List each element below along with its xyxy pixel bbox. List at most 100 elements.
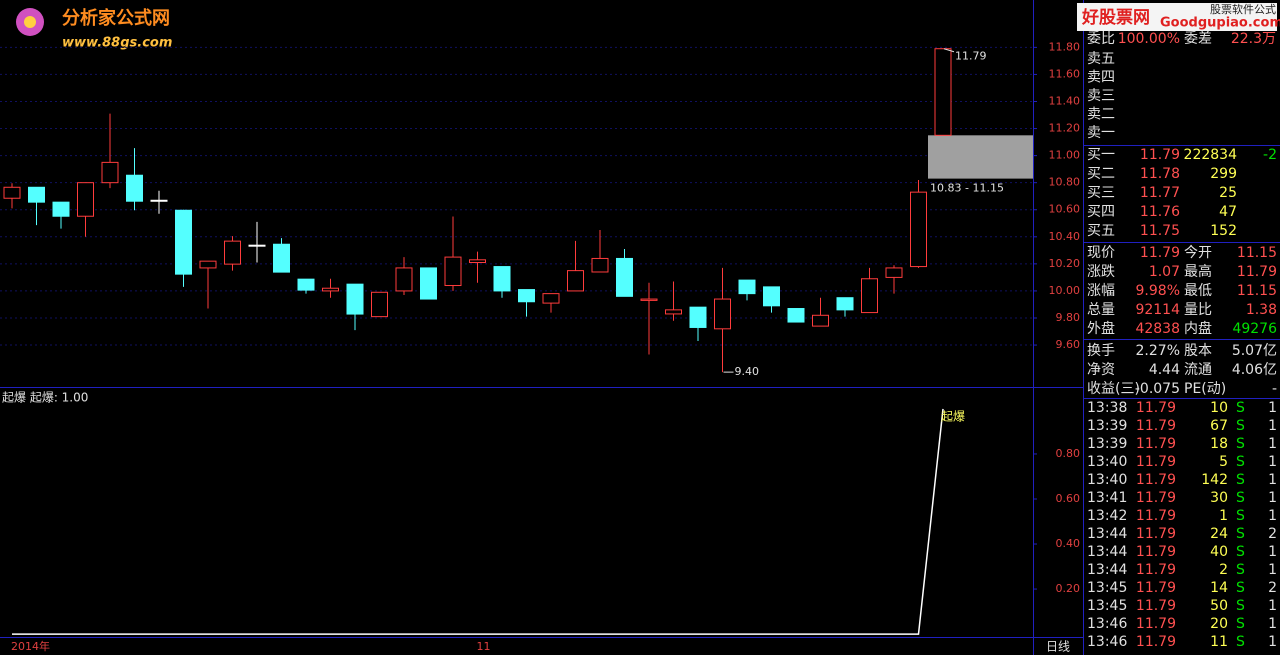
quote-label: 量比 <box>1184 302 1212 318</box>
trade-count: 1 <box>1268 544 1277 560</box>
trade-volume: 18 <box>1210 436 1228 452</box>
bid-price: 11.77 <box>1140 185 1180 201</box>
quote-value: 2.27% <box>1136 343 1180 359</box>
quote-value: 1.07 <box>1149 264 1180 280</box>
candle-body <box>469 259 486 264</box>
quote-value: 9.98% <box>1136 283 1180 299</box>
candle-body <box>150 199 168 202</box>
y-tick-label: 10.80 <box>1049 176 1081 189</box>
trade-volume: 20 <box>1210 616 1228 632</box>
candle-body <box>3 186 21 199</box>
extreme-label: 9.40 <box>735 365 760 378</box>
quote-label: 今开 <box>1184 245 1212 261</box>
ask-label: 卖四 <box>1087 70 1115 86</box>
trade-volume: 1 <box>1219 508 1228 524</box>
indicator-line <box>12 408 944 635</box>
candle-body <box>395 267 413 292</box>
ask-label: 卖一 <box>1087 125 1115 141</box>
trade-side: S <box>1236 544 1245 560</box>
quote-label: 涨跌 <box>1087 264 1115 280</box>
trade-price: 11.79 <box>1136 418 1176 434</box>
trade-volume: 24 <box>1210 526 1228 542</box>
quote-label: PE(动) <box>1184 381 1226 397</box>
ask-label: 卖五 <box>1087 51 1115 67</box>
trade-volume: 30 <box>1210 490 1228 506</box>
trade-side: S <box>1236 472 1245 488</box>
bid-volume: 25 <box>1219 185 1237 201</box>
y-tick-label: 0.60 <box>1056 492 1081 505</box>
trade-price: 11.79 <box>1136 436 1176 452</box>
x-tick-label: 11 <box>477 640 491 653</box>
watermark-tag: 股票软件公式 <box>1210 2 1276 16</box>
quote-value: 11.15 <box>1237 283 1277 299</box>
bid-volume: 47 <box>1219 204 1237 220</box>
trade-side: S <box>1236 454 1245 470</box>
trade-volume: 5 <box>1219 454 1228 470</box>
trade-volume: 40 <box>1210 544 1228 560</box>
candle-body <box>787 308 805 323</box>
trade-price: 11.79 <box>1136 634 1176 650</box>
trade-time: 13:45 <box>1087 598 1127 614</box>
trade-count: 1 <box>1268 634 1277 650</box>
trade-price: 11.79 <box>1136 544 1176 560</box>
range-label: 10.83 - 11.15 <box>930 182 1004 195</box>
candle-body <box>346 283 364 315</box>
trade-time: 13:40 <box>1087 454 1127 470</box>
trade-volume: 11 <box>1210 634 1228 650</box>
quote-label: 股本 <box>1184 343 1212 359</box>
trade-price: 11.79 <box>1136 472 1176 488</box>
quote-label: 涨幅 <box>1087 283 1115 299</box>
quote-value: 5.07亿 <box>1232 343 1277 359</box>
bid-price: 11.78 <box>1140 166 1180 182</box>
trade-count: 1 <box>1268 436 1277 452</box>
quote-label: 净资 <box>1087 362 1115 378</box>
quote-value: 92114 <box>1135 302 1180 318</box>
trade-count: 1 <box>1268 598 1277 614</box>
trade-price: 11.79 <box>1136 562 1176 578</box>
quote-label: 最低 <box>1184 283 1212 299</box>
candle-body <box>665 309 682 315</box>
trade-price: 11.79 <box>1136 490 1176 506</box>
candle-body <box>616 257 633 297</box>
trade-volume: 50 <box>1210 598 1228 614</box>
trade-side: S <box>1236 634 1245 650</box>
quote-label: 总量 <box>1087 302 1115 318</box>
y-tick-label: 10.40 <box>1049 230 1081 243</box>
trade-time: 13:42 <box>1087 508 1127 524</box>
y-tick-label: 11.60 <box>1049 67 1081 80</box>
candle-body <box>885 267 903 278</box>
quote-value: 11.15 <box>1237 245 1277 261</box>
trade-side: S <box>1236 490 1245 506</box>
y-tick-label: 11.40 <box>1049 94 1081 107</box>
trade-count: 1 <box>1268 400 1277 416</box>
book-value: 100.00% <box>1118 31 1180 47</box>
x-tick-label: 2014年 <box>11 639 50 653</box>
trade-side: S <box>1236 508 1245 524</box>
trade-volume: 142 <box>1201 472 1228 488</box>
bid-volume: 222834 <box>1184 147 1238 163</box>
trade-time: 13:41 <box>1087 490 1127 506</box>
extreme-label: 11.79 <box>955 50 987 63</box>
trade-price: 11.79 <box>1136 580 1176 596</box>
trade-time: 13:44 <box>1087 544 1127 560</box>
book-value: 22.3万 <box>1231 31 1276 47</box>
book-label: 委比 <box>1087 31 1115 47</box>
candle-body <box>861 278 878 314</box>
bid-price: 11.76 <box>1140 204 1180 220</box>
trade-price: 11.79 <box>1136 526 1176 542</box>
candle-body <box>126 174 143 202</box>
bid-label: 买一 <box>1087 147 1115 163</box>
trade-side: S <box>1236 526 1245 542</box>
trade-volume: 67 <box>1210 418 1228 434</box>
watermark-name: 好股票网 <box>1081 7 1150 28</box>
y-tick-label: 10.20 <box>1049 257 1081 270</box>
trade-count: 1 <box>1268 472 1277 488</box>
trade-volume: 2 <box>1219 562 1228 578</box>
candle-body <box>77 182 94 217</box>
trade-price: 11.79 <box>1136 616 1176 632</box>
trade-time: 13:39 <box>1087 436 1127 452</box>
trade-price: 11.79 <box>1136 454 1176 470</box>
candle-body <box>640 298 658 301</box>
